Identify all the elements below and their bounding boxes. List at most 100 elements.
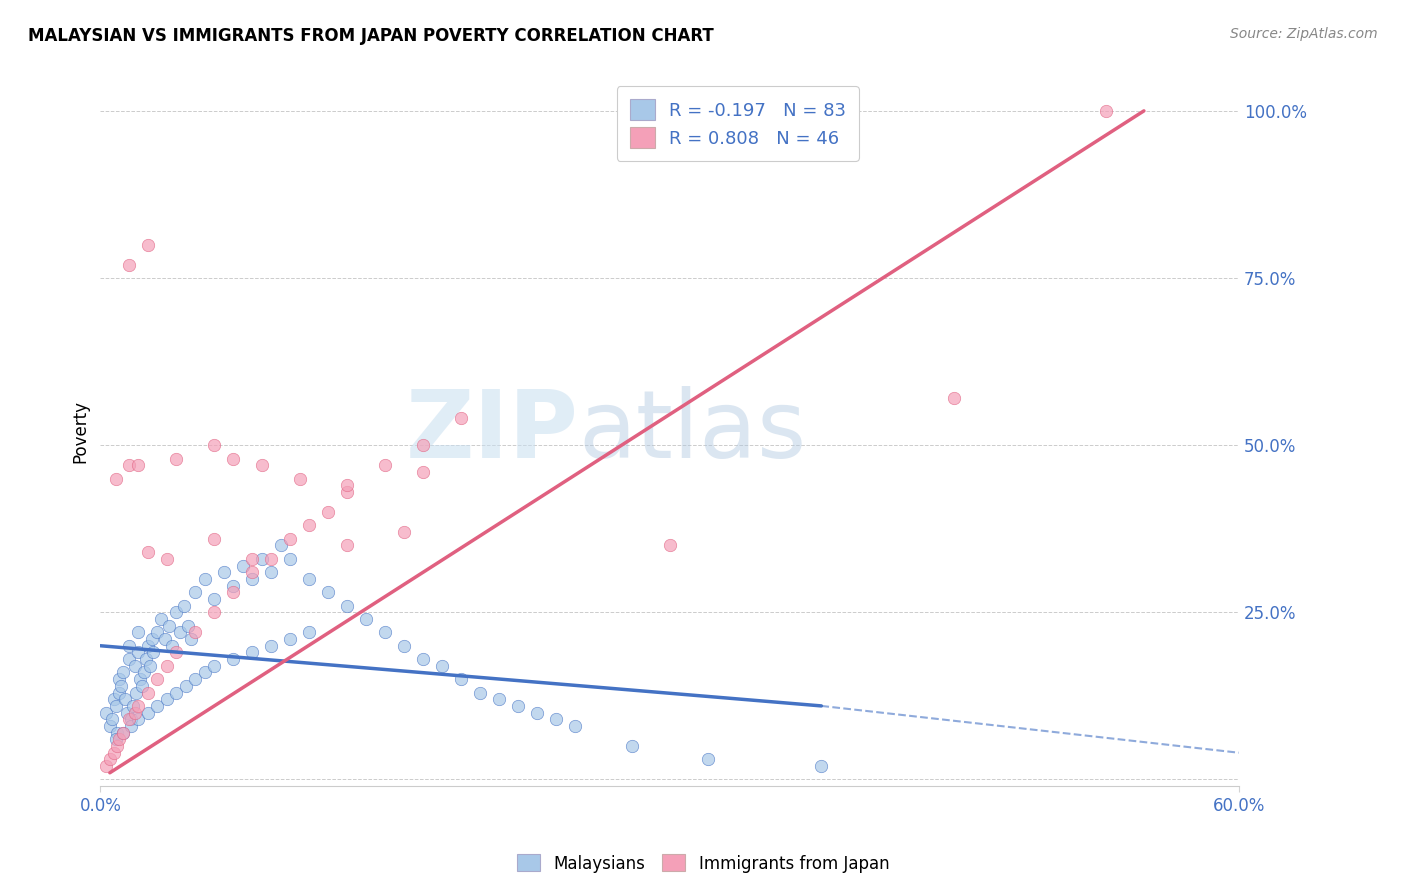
Point bbox=[100, 712, 122, 726]
Point bbox=[153, 632, 176, 646]
Point bbox=[94, 706, 117, 720]
Point bbox=[658, 538, 681, 552]
Point bbox=[136, 237, 159, 252]
Point bbox=[156, 551, 179, 566]
Point bbox=[118, 652, 141, 666]
Point bbox=[184, 585, 207, 599]
Point bbox=[165, 685, 187, 699]
Point bbox=[146, 625, 169, 640]
Point bbox=[125, 685, 148, 699]
Point bbox=[136, 706, 159, 720]
Point bbox=[110, 679, 132, 693]
Text: MALAYSIAN VS IMMIGRANTS FROM JAPAN POVERTY CORRELATION CHART: MALAYSIAN VS IMMIGRANTS FROM JAPAN POVER… bbox=[28, 27, 714, 45]
Point bbox=[374, 458, 396, 473]
Point bbox=[176, 618, 198, 632]
Point bbox=[103, 692, 125, 706]
Point bbox=[374, 625, 396, 640]
Point bbox=[157, 618, 180, 632]
Point bbox=[180, 632, 202, 646]
Point bbox=[336, 538, 359, 552]
Point bbox=[138, 658, 160, 673]
Point bbox=[121, 698, 143, 713]
Point bbox=[232, 558, 254, 573]
Point bbox=[108, 685, 131, 699]
Y-axis label: Poverty: Poverty bbox=[72, 401, 89, 463]
Point bbox=[132, 665, 155, 680]
Point bbox=[118, 458, 141, 473]
Point bbox=[392, 639, 415, 653]
Point bbox=[127, 625, 149, 640]
Point bbox=[165, 451, 187, 466]
Point bbox=[112, 665, 135, 680]
Point bbox=[146, 698, 169, 713]
Point bbox=[173, 599, 195, 613]
Point bbox=[298, 625, 321, 640]
Point bbox=[270, 538, 292, 552]
Point bbox=[810, 759, 832, 773]
Point bbox=[112, 725, 135, 739]
Point bbox=[108, 672, 131, 686]
Point bbox=[506, 698, 529, 713]
Point bbox=[943, 392, 966, 406]
Point bbox=[336, 485, 359, 500]
Text: ZIP: ZIP bbox=[405, 386, 578, 478]
Point bbox=[98, 719, 121, 733]
Point bbox=[260, 639, 283, 653]
Point bbox=[124, 658, 146, 673]
Point bbox=[240, 645, 263, 659]
Point bbox=[112, 725, 135, 739]
Point bbox=[202, 605, 225, 619]
Legend: R = -0.197   N = 83, R = 0.808   N = 46: R = -0.197 N = 83, R = 0.808 N = 46 bbox=[617, 87, 859, 161]
Point bbox=[240, 572, 263, 586]
Point bbox=[136, 545, 159, 559]
Point bbox=[127, 645, 149, 659]
Point bbox=[107, 725, 129, 739]
Point bbox=[136, 639, 159, 653]
Point bbox=[278, 632, 301, 646]
Legend: Malaysians, Immigrants from Japan: Malaysians, Immigrants from Japan bbox=[510, 847, 896, 880]
Point bbox=[165, 645, 187, 659]
Point bbox=[298, 518, 321, 533]
Point bbox=[222, 578, 245, 592]
Point bbox=[103, 746, 125, 760]
Point bbox=[240, 551, 263, 566]
Point bbox=[298, 572, 321, 586]
Point bbox=[104, 732, 127, 747]
Point bbox=[316, 585, 339, 599]
Point bbox=[98, 752, 121, 766]
Point bbox=[240, 565, 263, 579]
Point bbox=[450, 672, 472, 686]
Point bbox=[131, 679, 153, 693]
Point bbox=[118, 258, 141, 272]
Text: atlas: atlas bbox=[578, 386, 807, 478]
Point bbox=[392, 525, 415, 540]
Point bbox=[620, 739, 643, 753]
Point bbox=[222, 652, 245, 666]
Point bbox=[127, 698, 149, 713]
Point bbox=[278, 551, 301, 566]
Point bbox=[156, 658, 179, 673]
Point bbox=[316, 505, 339, 519]
Point bbox=[108, 732, 131, 747]
Point bbox=[202, 591, 225, 606]
Point bbox=[412, 438, 434, 452]
Point bbox=[202, 532, 225, 546]
Point bbox=[104, 472, 127, 486]
Point bbox=[184, 672, 207, 686]
Point bbox=[184, 625, 207, 640]
Point bbox=[412, 652, 434, 666]
Point bbox=[1095, 103, 1118, 118]
Point bbox=[202, 658, 225, 673]
Point bbox=[260, 565, 283, 579]
Point bbox=[107, 739, 129, 753]
Point bbox=[564, 719, 586, 733]
Point bbox=[288, 472, 311, 486]
Point bbox=[120, 719, 142, 733]
Point bbox=[115, 706, 138, 720]
Point bbox=[260, 551, 283, 566]
Point bbox=[336, 478, 359, 492]
Point bbox=[169, 625, 191, 640]
Point bbox=[278, 532, 301, 546]
Point bbox=[222, 451, 245, 466]
Point bbox=[194, 572, 217, 586]
